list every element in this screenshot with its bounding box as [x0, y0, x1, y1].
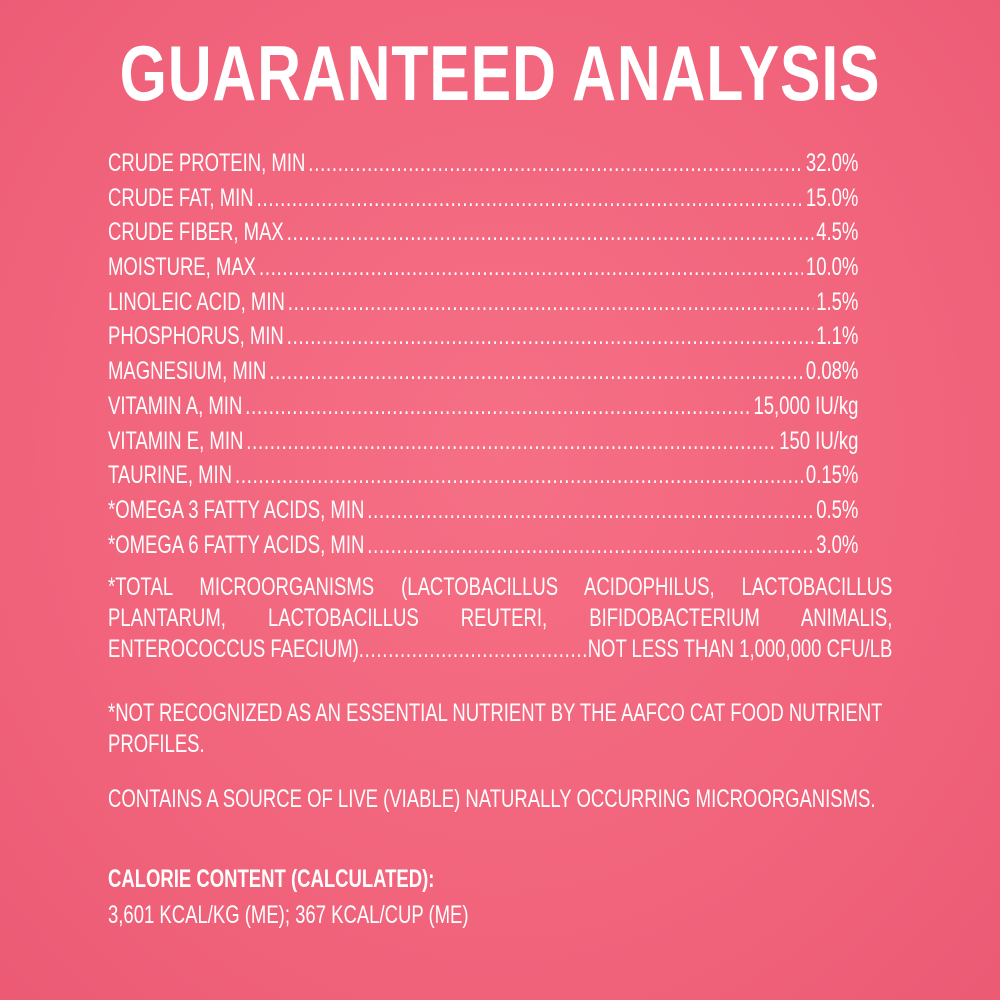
analysis-row: CRUDE FAT, MIN 15.0% [108, 181, 858, 216]
nutrient-label: PHOSPHORUS, MIN [108, 322, 284, 351]
nutrient-label: CRUDE FAT, MIN [108, 183, 254, 212]
live-source-note: CONTAINS A SOURCE OF LIVE (VIABLE) NATUR… [108, 785, 876, 813]
microorganisms-label: ENTEROCOCCUS FAECIUM) [108, 635, 359, 663]
analysis-row: CRUDE PROTEIN, MIN 32.0% [108, 146, 858, 181]
dot-leader [259, 250, 803, 285]
dot-leader [287, 319, 813, 354]
dot-leader [287, 215, 813, 250]
aafco-footnote: *NOT RECOGNIZED AS AN ESSENTIAL NUTRIENT… [108, 699, 883, 758]
analysis-row: MOISTURE, MAX 10.0% [108, 250, 858, 285]
nutrient-value: 15,000 IU/kg [753, 391, 859, 420]
analysis-row: VITAMIN E, MIN 150 IU/kg [108, 424, 858, 459]
nutrient-label: TAURINE, MIN [108, 461, 233, 490]
nutrient-value: 32.0% [805, 149, 859, 177]
dot-leader [257, 181, 803, 216]
nutrient-value: 15.0% [805, 183, 859, 212]
nutrient-label: *OMEGA 3 FATTY ACIDS, MIN [108, 495, 365, 524]
nutrient-label: VITAMIN A, MIN [108, 391, 243, 420]
dot-leader [367, 528, 813, 563]
nutrient-label: VITAMIN E, MIN [108, 426, 244, 455]
nutrient-label: CRUDE FIBER, MAX [108, 218, 284, 247]
dot-leader [269, 354, 803, 389]
nutrient-value: 0.15% [805, 461, 859, 490]
nutrient-label: LINOLEIC ACID, MIN [108, 287, 285, 316]
microorganisms-note: *TOTAL MICROORGANISMS (LACTOBACILLUS ACI… [108, 572, 892, 665]
dot-leader [359, 634, 588, 665]
nutrient-value: 4.5% [816, 218, 859, 247]
nutrient-value: 0.5% [816, 495, 859, 524]
nutrient-label: MAGNESIUM, MIN [108, 357, 267, 386]
analysis-row: CRUDE FIBER, MAX 4.5% [108, 215, 858, 250]
analysis-row: *OMEGA 3 FATTY ACIDS, MIN 0.5% [108, 493, 858, 528]
nutrient-label: *OMEGA 6 FATTY ACIDS, MIN [108, 530, 365, 559]
page-title: GUARANTEED ANALYSIS [119, 29, 881, 117]
dot-leader [245, 389, 750, 424]
calorie-value: 3,601 KCAL/KG (ME); 367 KCAL/CUP (ME) [108, 901, 469, 929]
analysis-row: MAGNESIUM, MIN 0.08% [108, 354, 858, 389]
nutrient-label: MOISTURE, MAX [108, 253, 257, 282]
nutrient-value: 0.08% [805, 357, 859, 386]
dot-leader [235, 458, 803, 493]
analysis-row: TAURINE, MIN 0.15% [108, 458, 858, 493]
microorganisms-value: NOT LESS THAN 1,000,000 CFU/LB [587, 635, 893, 663]
dot-leader [288, 285, 813, 320]
nutrient-value: 150 IU/kg [779, 426, 859, 455]
dot-leader [367, 493, 813, 528]
nutrient-value: 10.0% [805, 253, 859, 282]
nutrient-value: 1.5% [816, 287, 859, 316]
dot-leader [246, 424, 776, 459]
analysis-row: PHOSPHORUS, MIN 1.1% [108, 319, 858, 354]
microorganisms-text: *TOTAL MICROORGANISMS (LACTOBACILLUS ACI… [108, 573, 893, 632]
nutrient-value: 1.1% [816, 322, 859, 351]
analysis-table: CRUDE PROTEIN, MIN 32.0% CRUDE FAT, MIN 15.… [108, 146, 858, 562]
nutrient-value: 3.0% [816, 530, 859, 559]
calorie-heading: CALORIE CONTENT (CALCULATED): [108, 865, 435, 893]
nutrient-label: CRUDE PROTEIN, MIN [108, 149, 306, 177]
analysis-row: LINOLEIC ACID, MIN 1.5% [108, 285, 858, 320]
analysis-row: *OMEGA 6 FATTY ACIDS, MIN 3.0% [108, 528, 858, 563]
analysis-row: VITAMIN A, MIN 15,000 IU/kg [108, 389, 858, 424]
dot-leader [308, 146, 803, 181]
